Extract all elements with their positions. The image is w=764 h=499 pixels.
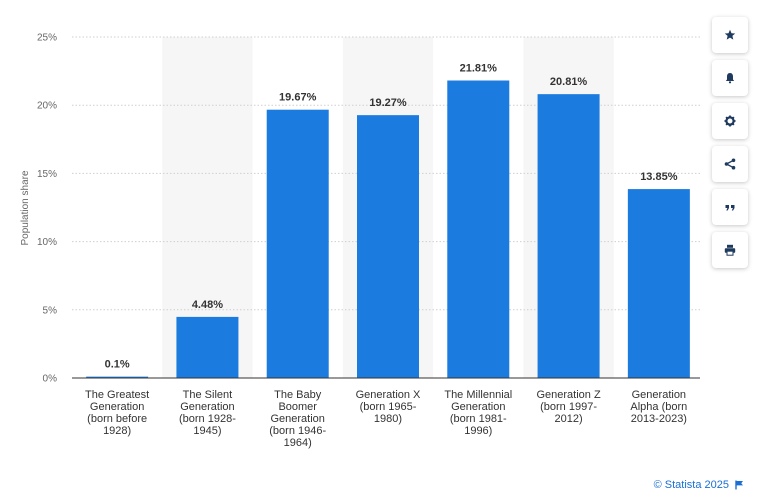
flag-icon <box>735 480 743 490</box>
gear-icon <box>724 115 736 127</box>
bar[interactable] <box>627 189 690 378</box>
data-label: 20.81% <box>550 76 588 88</box>
data-labels: 0.1% 4.48% 19.67% 19.27% 21.81% 20.81% 13.85% <box>105 63 678 371</box>
y-tick-label: 15% <box>37 169 57 180</box>
category-label: Generation Z (born 1997-2012) <box>536 389 600 425</box>
category-label: Generation X (born 1965-1980) <box>356 389 421 425</box>
bar[interactable] <box>537 94 600 378</box>
category-label: The Millennial Generation (born 1981-1996) <box>444 389 512 437</box>
y-axis-title: Population share <box>20 170 31 245</box>
y-axis-ticks: 0% 5% 10% 15% 20% 25% <box>37 33 57 385</box>
data-label: 21.81% <box>460 63 498 75</box>
bar-chart: 0% 5% 10% 15% 20% 25% 0.1% 4.48% 19.67% 19.27% 21… <box>20 33 700 449</box>
cite-button[interactable] <box>712 189 748 225</box>
data-label: 13.85% <box>640 171 678 183</box>
statista-credit[interactable]: © Statista 2025 <box>654 479 744 491</box>
favorite-button[interactable] <box>712 17 748 53</box>
category-label: Generation Alpha (born 2013-2023) <box>630 389 687 425</box>
category-label: The Baby Boomer Generation (born 1946-1964) <box>269 389 326 449</box>
share-button[interactable] <box>712 146 748 182</box>
notification-button[interactable] <box>712 60 748 96</box>
data-label: 19.67% <box>279 92 317 104</box>
bell-icon <box>725 73 735 84</box>
settings-button[interactable] <box>712 103 748 139</box>
y-tick-label: 5% <box>43 305 58 316</box>
data-label: 4.48% <box>192 299 223 311</box>
data-label: 0.1% <box>105 359 130 371</box>
bar[interactable] <box>357 115 419 379</box>
data-label: 19.27% <box>369 97 407 109</box>
category-label: The Silent Generation (born 1928-1945) <box>179 389 236 437</box>
bar[interactable] <box>447 80 510 378</box>
toolbar-sidebar <box>712 17 750 275</box>
y-tick-label: 10% <box>37 237 57 248</box>
bar[interactable] <box>176 316 239 378</box>
quote-icon <box>725 205 735 211</box>
print-button[interactable] <box>712 232 748 268</box>
category-labels: The Greatest Generation (born before 1928) T… <box>85 389 687 449</box>
bars <box>86 80 690 379</box>
category-label: The Greatest Generation (born before 1928) <box>85 389 149 437</box>
share-icon <box>724 158 736 170</box>
print-icon <box>724 244 736 256</box>
bar[interactable] <box>86 376 149 378</box>
y-tick-label: 20% <box>37 101 57 112</box>
star-icon <box>724 29 736 40</box>
bar[interactable] <box>266 109 329 378</box>
credit-text: © Statista 2025 <box>653 479 729 491</box>
y-tick-label: 0% <box>43 374 58 385</box>
y-tick-label: 25% <box>37 33 57 44</box>
